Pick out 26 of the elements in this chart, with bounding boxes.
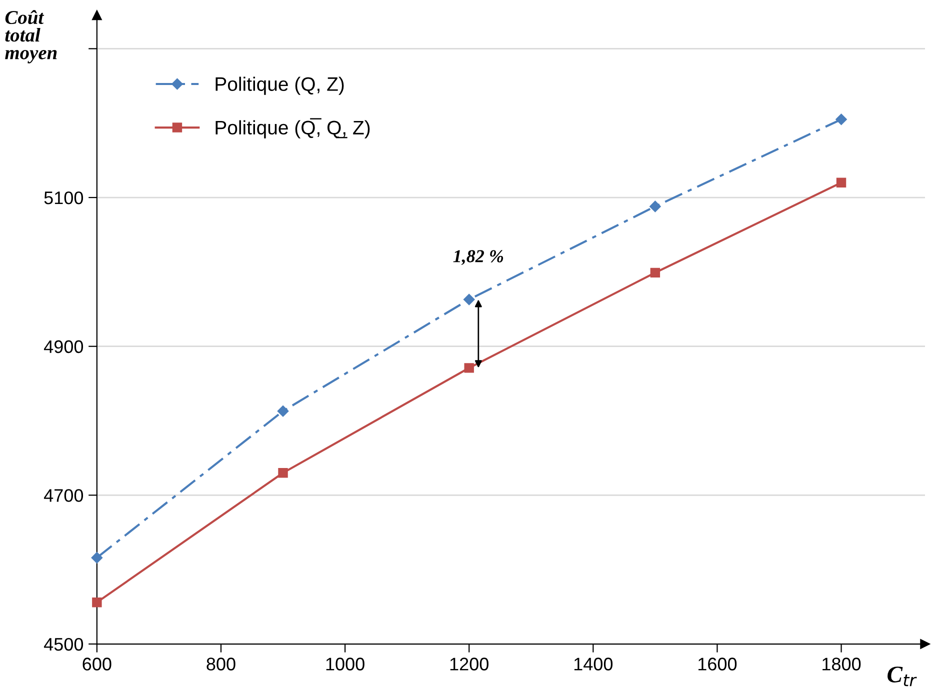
y-tick-label: 4500	[44, 638, 84, 651]
x-tick-label: 1400	[574, 658, 613, 670]
point	[277, 405, 289, 417]
x-tick-label: 1800	[822, 658, 861, 670]
point	[91, 552, 103, 564]
point	[278, 468, 288, 478]
point	[836, 114, 847, 125]
point	[92, 597, 102, 608]
x-tick-label: 1200	[450, 658, 488, 670]
x-tick-label: 600	[82, 658, 112, 670]
x-tick-label: 800	[206, 658, 236, 670]
legend-label: Politique (Q, Z)	[216, 76, 344, 95]
point	[650, 268, 660, 278]
y-tick-label: 4900	[44, 340, 84, 354]
point	[464, 363, 474, 373]
x-tick-label: 1000	[326, 658, 364, 670]
y-tick-label: 4700	[44, 489, 84, 502]
x-axis-title: C$_{tr}$	[888, 666, 917, 686]
x-tick-label: 1600	[698, 658, 737, 670]
y-axis-title: Coût total moyen	[5, 10, 57, 64]
point	[463, 294, 475, 306]
annotation: 1,82 %	[453, 250, 504, 265]
legend-label: Politique (Q̅, Q̲, Z)	[216, 118, 370, 138]
point	[650, 200, 661, 212]
point	[836, 178, 846, 188]
y-tick-label: 5100	[44, 191, 84, 204]
